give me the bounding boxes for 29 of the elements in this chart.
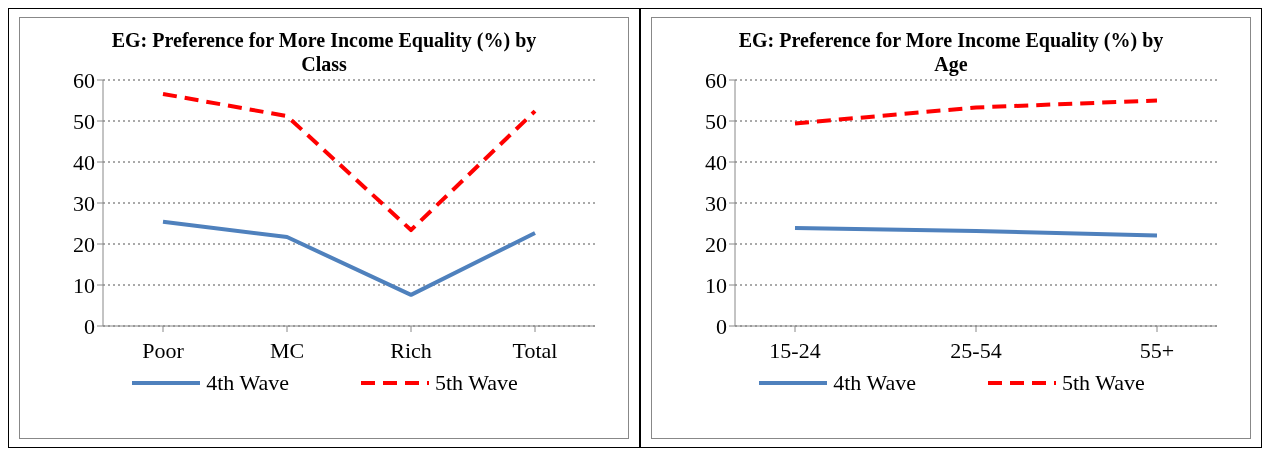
chart-title: EG: Preference for More Income Equality (%) by Class — [110, 28, 538, 76]
x-tick-label: 25-54 — [950, 337, 1002, 363]
legend-label: 5th Wave — [435, 370, 518, 396]
chart-title: EG: Preference for More Income Equality (%) by Age — [737, 28, 1165, 76]
legend-label: 5th Wave — [1062, 370, 1145, 396]
legend-label: 4th Wave — [833, 370, 916, 396]
x-tick-label: Poor — [142, 337, 185, 363]
y-tick-label: 10 — [73, 272, 95, 298]
line-series — [161, 91, 537, 233]
y-tick-label: 40 — [705, 149, 727, 175]
x-tick-label: 55+ — [1139, 337, 1175, 363]
y-tick-label: 30 — [73, 190, 95, 216]
y-tick-label: 50 — [705, 108, 727, 134]
line-series — [161, 219, 537, 297]
y-tick-label: 0 — [84, 313, 95, 339]
x-tick-label: Rich — [390, 337, 432, 363]
x-tick-label: Total — [512, 337, 558, 363]
y-tick-label: 20 — [705, 231, 727, 257]
y-tick-label: 10 — [705, 272, 727, 298]
y-tick-label: 50 — [73, 108, 95, 134]
y-tick-label: 60 — [73, 67, 95, 93]
y-tick-label: 40 — [73, 149, 95, 175]
x-tick-label: 15-24 — [769, 337, 821, 363]
x-tick-label: MC — [269, 337, 305, 363]
y-tick-label: 60 — [705, 67, 727, 93]
legend-label: 4th Wave — [206, 370, 289, 396]
y-tick-label: 20 — [73, 231, 95, 257]
y-tick-label: 0 — [716, 313, 727, 339]
y-tick-label: 30 — [705, 190, 727, 216]
